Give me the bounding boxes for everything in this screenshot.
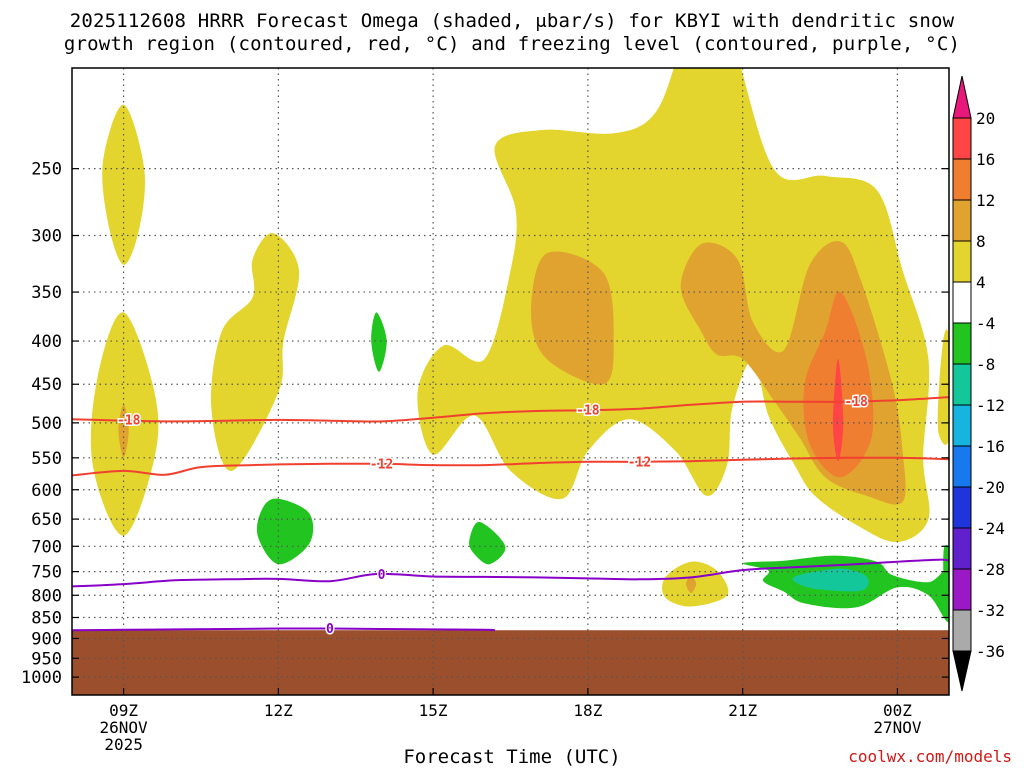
colorbar-label-9: -20 bbox=[976, 478, 1005, 497]
chart-title-line-2: growth region (contoured, red, °C) and f… bbox=[63, 33, 961, 55]
colorbar-band-2 bbox=[952, 158, 972, 201]
colorbar-band-9 bbox=[952, 445, 972, 488]
colorbar-band-7 bbox=[952, 363, 972, 406]
omega-region-8 bbox=[832, 358, 844, 462]
site-credit: coolwx.com/models bbox=[848, 747, 1012, 766]
colorbar-label-4: 4 bbox=[976, 273, 986, 292]
omega-shading-layer bbox=[90, 68, 949, 623]
contour-label-4: -12 bbox=[628, 455, 651, 470]
colorbar-band-3 bbox=[952, 199, 972, 242]
x-tick-label-12-0: 12Z bbox=[264, 701, 293, 720]
contour-line-3 bbox=[72, 627, 496, 632]
contour-label-1: -18 bbox=[576, 404, 600, 419]
x-tick-label-9-0: 09Z bbox=[109, 701, 138, 720]
colorbar-band-11 bbox=[952, 527, 972, 570]
contour-label-3: -12 bbox=[370, 457, 393, 472]
colorbar-band-6 bbox=[952, 322, 972, 365]
y-tick-label-550: 550 bbox=[31, 449, 62, 469]
colorbar-label-11: -28 bbox=[976, 560, 1005, 579]
y-tick-label-600: 600 bbox=[31, 481, 62, 501]
colorbar-label-8: -16 bbox=[976, 437, 1005, 456]
colorbar-band-4 bbox=[952, 240, 972, 283]
y-tick-label-500: 500 bbox=[31, 414, 62, 434]
colorbar-label-0: 20 bbox=[976, 109, 995, 128]
contour-label-2: -18 bbox=[844, 395, 868, 410]
y-tick-label-450: 450 bbox=[31, 375, 62, 395]
colorbar-top-arrow bbox=[952, 75, 972, 119]
colorbar-label-10: -24 bbox=[976, 519, 1005, 538]
y-tick-label-950: 950 bbox=[31, 649, 62, 669]
plot-frame bbox=[71, 67, 950, 696]
omega-region-17 bbox=[792, 568, 869, 592]
x-tick-label-24-1: 27NOV bbox=[873, 718, 922, 737]
y-tick-label-400: 400 bbox=[31, 332, 62, 352]
omega-region-12 bbox=[371, 312, 387, 372]
contour-layer: -18 -18 -18 -12 -12 0 0 bbox=[72, 394, 949, 639]
y-tick-label-300: 300 bbox=[31, 227, 62, 247]
x-tick-label-18-0: 18Z bbox=[573, 701, 602, 720]
colorbar-bottom-arrow bbox=[952, 650, 972, 692]
omega-region-2 bbox=[118, 404, 129, 458]
colorbar-label-5: -4 bbox=[976, 314, 995, 333]
contour-line-1 bbox=[72, 456, 949, 477]
colorbar-band-5 bbox=[952, 281, 972, 324]
colorbar-label-1: 16 bbox=[976, 150, 995, 169]
colorbar-label-3: 8 bbox=[976, 232, 986, 251]
colorbar-band-13 bbox=[952, 609, 972, 652]
x-tick-label-9-2: 2025 bbox=[104, 735, 143, 754]
below-ground-fill bbox=[72, 630, 949, 695]
ground-layer bbox=[72, 630, 949, 695]
contour-label-0: -18 bbox=[117, 413, 141, 428]
x-tick-label-15-0: 15Z bbox=[419, 701, 448, 720]
y-tick-label-350: 350 bbox=[31, 283, 62, 303]
y-tick-label-750: 750 bbox=[31, 563, 62, 583]
y-tick-label-800: 800 bbox=[31, 586, 62, 606]
axis-layer: 2503003504004505005506006507007508008509… bbox=[21, 160, 949, 754]
y-tick-label-1000: 1000 bbox=[21, 668, 62, 688]
x-tick-label-24-0: 00Z bbox=[883, 701, 912, 720]
colorbar-label-13: -36 bbox=[976, 642, 1005, 661]
colorbar: 20 16 12 8 4 -4 -8 -12 -16 -20 -24 -28 -32 -36 bbox=[952, 75, 1005, 692]
y-tick-label-850: 850 bbox=[31, 608, 62, 628]
colorbar-band-10 bbox=[952, 486, 972, 529]
colorbar-label-6: -8 bbox=[976, 355, 995, 374]
colorbar-band-8 bbox=[952, 404, 972, 447]
colorbar-label-2: 12 bbox=[976, 191, 995, 210]
contour-line-2 bbox=[72, 558, 949, 588]
contour-label-6: 0 bbox=[326, 622, 334, 637]
x-tick-label-9-1: 26NOV bbox=[100, 718, 149, 737]
grid-layer bbox=[72, 68, 949, 695]
y-tick-label-650: 650 bbox=[31, 510, 62, 530]
colorbar-label-7: -12 bbox=[976, 396, 1005, 415]
colorbar-band-1 bbox=[952, 117, 972, 160]
colorbar-band-12 bbox=[952, 568, 972, 611]
colorbar-label-12: -32 bbox=[976, 601, 1005, 620]
x-tick-label-21-0: 21Z bbox=[728, 701, 757, 720]
omega-region-5 bbox=[531, 251, 614, 385]
chart-title-line-1: 2025112608 HRRR Forecast Omega (shaded, … bbox=[69, 10, 955, 32]
y-tick-label-700: 700 bbox=[31, 537, 62, 557]
omega-region-11 bbox=[685, 576, 697, 593]
contour-line-0 bbox=[72, 396, 949, 423]
omega-region-9 bbox=[937, 329, 949, 445]
x-axis-label: Forecast Time (UTC) bbox=[403, 746, 621, 768]
y-tick-label-900: 900 bbox=[31, 629, 62, 649]
omega-region-13 bbox=[256, 498, 314, 565]
omega-region-14 bbox=[469, 521, 506, 565]
y-tick-label-250: 250 bbox=[31, 160, 62, 180]
contour-label-5: 0 bbox=[378, 568, 386, 583]
omega-region-16 bbox=[943, 544, 949, 586]
omega-region-3 bbox=[210, 232, 300, 472]
